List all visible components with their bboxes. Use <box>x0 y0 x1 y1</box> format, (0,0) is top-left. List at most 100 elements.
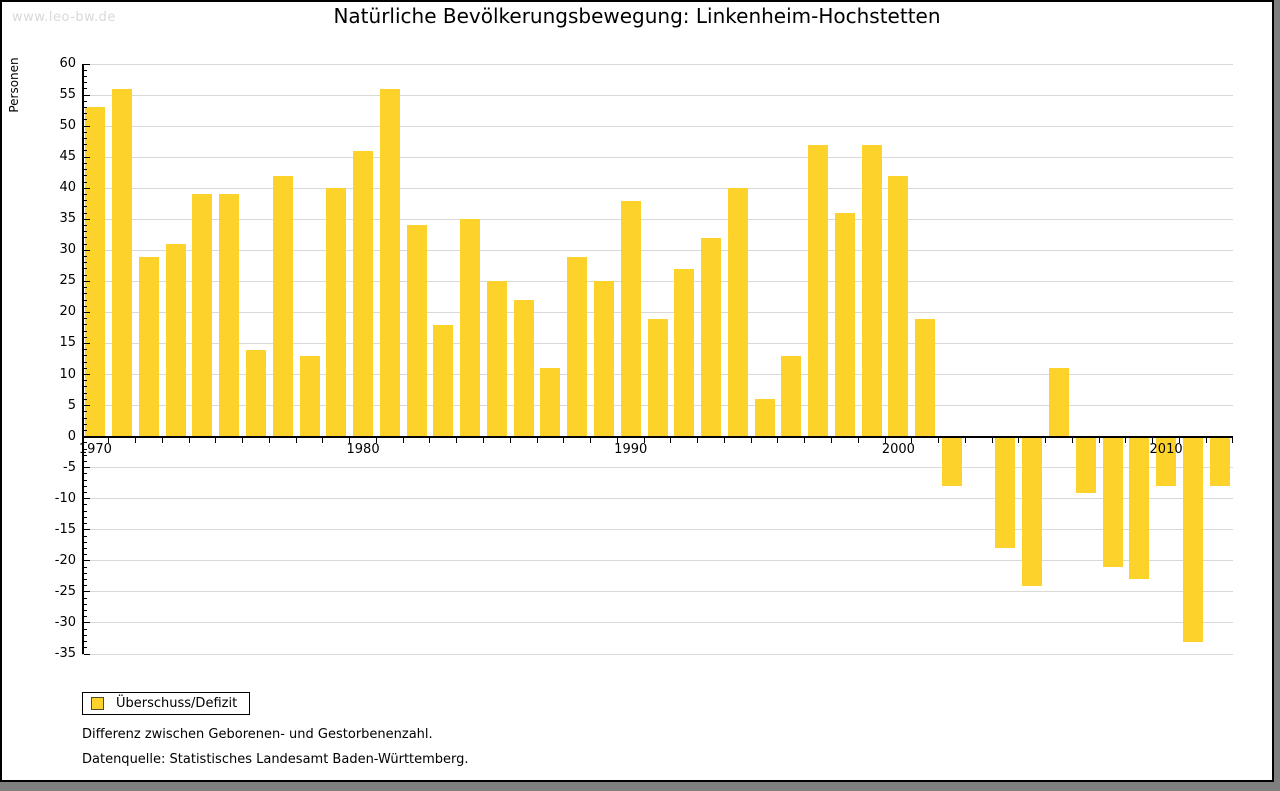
legend-label: Überschuss/Defizit <box>116 696 238 711</box>
x-tick <box>938 437 940 443</box>
bar <box>1129 436 1150 580</box>
y-minor-tick <box>84 162 87 164</box>
bar <box>1182 436 1203 642</box>
x-tick <box>750 437 752 443</box>
y-minor-tick <box>84 200 87 202</box>
y-minor-tick <box>84 231 87 233</box>
y-major-tick <box>84 249 90 251</box>
x-tick <box>1205 437 1207 443</box>
y-minor-tick <box>84 324 87 326</box>
bar <box>379 88 400 437</box>
bar <box>888 175 909 437</box>
gridline <box>82 467 1233 469</box>
x-tick <box>1098 437 1100 443</box>
x-tick <box>188 437 190 443</box>
y-minor-tick <box>84 504 87 506</box>
y-minor-tick <box>84 429 87 431</box>
x-tick <box>1071 437 1073 443</box>
y-minor-tick <box>84 628 87 630</box>
x-tick <box>804 437 806 443</box>
gridline <box>82 156 1233 158</box>
chart-note-source: Datenquelle: Statistisches Landesamt Bad… <box>82 752 469 767</box>
y-minor-tick <box>84 578 87 580</box>
gridline <box>82 187 1233 189</box>
y-minor-tick <box>84 175 87 177</box>
y-minor-tick <box>84 336 87 338</box>
y-minor-tick <box>84 193 87 195</box>
bar <box>192 194 213 437</box>
bar <box>915 318 936 437</box>
bar <box>272 175 293 437</box>
bar <box>219 194 240 437</box>
y-tick-label: 45 <box>59 149 76 165</box>
y-minor-tick <box>84 75 87 77</box>
x-tick <box>1232 437 1233 443</box>
bar <box>620 200 641 437</box>
y-minor-tick <box>84 150 87 152</box>
x-tick <box>777 437 779 443</box>
bar <box>941 436 962 487</box>
bar <box>245 349 266 437</box>
x-tick <box>161 437 163 443</box>
x-tick <box>563 437 565 443</box>
y-tick-label: -25 <box>54 583 76 599</box>
x-tick <box>643 437 645 443</box>
gridline <box>82 249 1233 251</box>
y-major-tick <box>84 529 90 531</box>
chart-title: Natürliche Bevölkerungsbewegung: Linkenh… <box>333 4 941 28</box>
x-tick <box>1152 437 1154 443</box>
y-tick-label: 5 <box>67 397 76 413</box>
x-tick <box>1125 437 1127 443</box>
y-tick-label: 0 <box>67 428 76 444</box>
x-tick <box>483 437 484 443</box>
x-tick <box>375 437 377 443</box>
y-minor-tick <box>84 634 87 636</box>
gridline <box>82 280 1233 282</box>
bar <box>406 225 427 437</box>
y-minor-tick <box>84 256 87 258</box>
x-tick <box>108 437 110 443</box>
x-tick <box>429 437 431 443</box>
x-tick <box>991 437 993 443</box>
legend-swatch-icon <box>91 697 104 710</box>
y-minor-tick <box>84 380 87 382</box>
x-tick <box>964 437 966 443</box>
gridline <box>82 591 1233 593</box>
bar <box>1022 436 1043 586</box>
y-major-tick <box>84 94 90 96</box>
gridline <box>82 529 1233 531</box>
x-tick-label: 1970 <box>78 441 112 457</box>
y-minor-tick <box>84 541 87 543</box>
bar <box>540 368 561 437</box>
y-minor-tick <box>84 610 87 612</box>
bar <box>138 256 159 437</box>
y-axis-label: Personen <box>7 57 21 113</box>
y-tick-label: 20 <box>59 304 76 320</box>
x-tick <box>215 437 217 443</box>
y-minor-tick <box>84 641 87 643</box>
y-minor-tick <box>84 287 87 289</box>
y-minor-tick <box>84 523 87 525</box>
y-minor-tick <box>84 138 87 140</box>
bar <box>486 281 507 437</box>
y-minor-tick <box>84 106 87 108</box>
y-minor-tick <box>84 181 87 183</box>
y-minor-tick <box>84 510 87 512</box>
bar <box>353 150 374 437</box>
bar <box>460 219 481 437</box>
bar <box>647 318 668 437</box>
x-tick-label: 2000 <box>881 441 915 457</box>
x-tick <box>536 437 538 443</box>
y-minor-tick <box>84 305 87 307</box>
y-tick-label: 30 <box>59 242 76 258</box>
y-tick-label: 35 <box>59 211 76 227</box>
y-minor-tick <box>84 535 87 537</box>
y-minor-tick <box>84 603 87 605</box>
bar <box>861 144 882 437</box>
y-major-tick <box>84 187 90 189</box>
x-tick <box>135 437 137 443</box>
gridline <box>82 125 1233 127</box>
y-major-tick <box>84 498 90 500</box>
y-tick-label: 25 <box>59 273 76 289</box>
